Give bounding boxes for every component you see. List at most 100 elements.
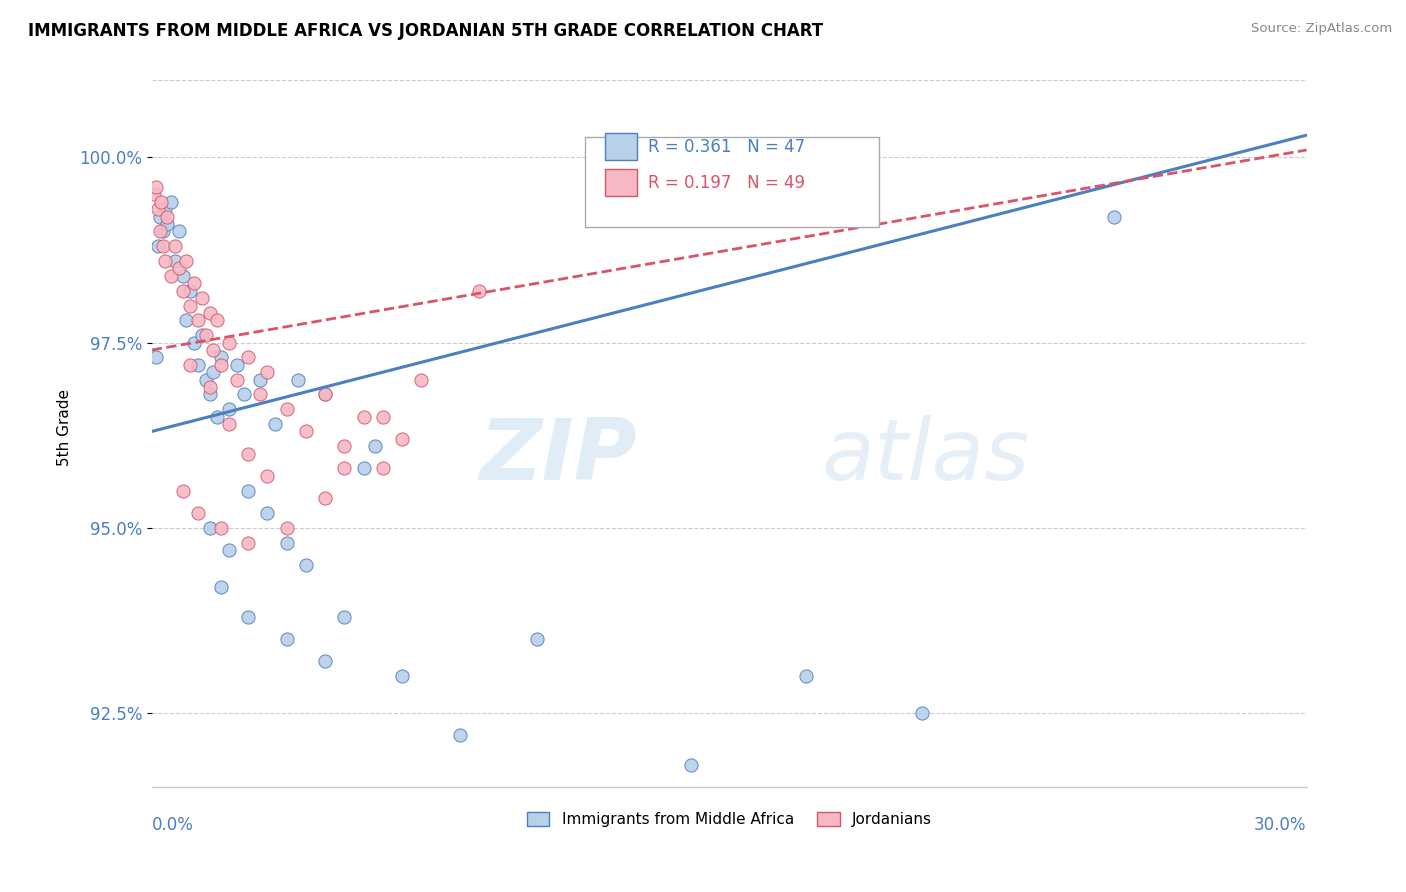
- Point: [333, 609, 356, 624]
- Point: [202, 365, 225, 379]
- Point: [236, 483, 259, 498]
- Point: [233, 387, 256, 401]
- Point: [163, 239, 186, 253]
- Point: [1102, 210, 1125, 224]
- Text: R = 0.361   N = 47: R = 0.361 N = 47: [648, 138, 806, 156]
- Point: [160, 268, 183, 283]
- Point: [295, 558, 318, 572]
- FancyBboxPatch shape: [585, 136, 879, 227]
- Point: [187, 506, 209, 520]
- Point: [167, 261, 190, 276]
- Point: [276, 402, 298, 417]
- Point: [183, 335, 205, 350]
- Y-axis label: 5th Grade: 5th Grade: [58, 389, 72, 467]
- Point: [176, 313, 198, 327]
- Point: [152, 224, 174, 238]
- Point: [314, 491, 336, 505]
- Point: [150, 194, 173, 209]
- Point: [218, 402, 240, 417]
- Text: R = 0.197   N = 49: R = 0.197 N = 49: [648, 174, 806, 192]
- Point: [145, 180, 167, 194]
- Point: [314, 387, 336, 401]
- Point: [207, 313, 229, 327]
- Point: [179, 358, 201, 372]
- Point: [152, 239, 174, 253]
- Point: [176, 254, 198, 268]
- Point: [371, 461, 394, 475]
- Point: [679, 757, 702, 772]
- Point: [249, 387, 271, 401]
- Point: [256, 468, 278, 483]
- Point: [264, 417, 287, 431]
- Point: [179, 284, 201, 298]
- Point: [391, 669, 413, 683]
- Text: ZIP: ZIP: [479, 415, 637, 498]
- Point: [172, 268, 194, 283]
- Point: [156, 217, 179, 231]
- Point: [148, 210, 170, 224]
- Point: [191, 291, 214, 305]
- Point: [209, 358, 232, 372]
- Point: [183, 277, 205, 291]
- Text: atlas: atlas: [821, 415, 1029, 498]
- Point: [146, 202, 169, 217]
- Point: [148, 224, 170, 238]
- Point: [194, 373, 217, 387]
- Point: [191, 328, 214, 343]
- Point: [160, 194, 183, 209]
- Point: [198, 521, 221, 535]
- Point: [276, 521, 298, 535]
- Point: [526, 632, 548, 646]
- Text: IMMIGRANTS FROM MIDDLE AFRICA VS JORDANIAN 5TH GRADE CORRELATION CHART: IMMIGRANTS FROM MIDDLE AFRICA VS JORDANI…: [28, 22, 824, 40]
- Point: [794, 669, 817, 683]
- Point: [411, 373, 433, 387]
- Point: [371, 409, 394, 424]
- Point: [333, 461, 356, 475]
- Legend: Immigrants from Middle Africa, Jordanians: Immigrants from Middle Africa, Jordanian…: [520, 805, 938, 833]
- Point: [172, 284, 194, 298]
- Point: [202, 343, 225, 357]
- Point: [163, 254, 186, 268]
- Point: [287, 373, 309, 387]
- Point: [225, 358, 247, 372]
- Point: [146, 239, 169, 253]
- Point: [364, 439, 387, 453]
- Point: [353, 461, 375, 475]
- Point: [198, 306, 221, 320]
- Point: [207, 409, 229, 424]
- Point: [236, 609, 259, 624]
- Point: [314, 654, 336, 668]
- Point: [145, 351, 167, 365]
- Point: [256, 365, 278, 379]
- Point: [209, 351, 232, 365]
- Point: [218, 417, 240, 431]
- Point: [236, 447, 259, 461]
- Text: Source: ZipAtlas.com: Source: ZipAtlas.com: [1251, 22, 1392, 36]
- Point: [333, 439, 356, 453]
- Point: [249, 373, 271, 387]
- Point: [218, 543, 240, 558]
- Point: [218, 335, 240, 350]
- Point: [198, 380, 221, 394]
- Point: [911, 706, 934, 720]
- Point: [187, 313, 209, 327]
- Point: [449, 728, 471, 742]
- Point: [156, 210, 179, 224]
- Point: [353, 409, 375, 424]
- Point: [295, 425, 318, 439]
- Text: 0.0%: 0.0%: [152, 815, 194, 834]
- Point: [198, 387, 221, 401]
- Point: [314, 387, 336, 401]
- Point: [236, 351, 259, 365]
- Point: [276, 535, 298, 549]
- Bar: [605, 169, 637, 196]
- Point: [209, 521, 232, 535]
- Point: [142, 187, 165, 202]
- Point: [172, 483, 194, 498]
- Point: [155, 202, 177, 217]
- Point: [391, 432, 413, 446]
- Point: [209, 580, 232, 594]
- Bar: [605, 133, 637, 161]
- Point: [167, 224, 190, 238]
- Point: [468, 284, 491, 298]
